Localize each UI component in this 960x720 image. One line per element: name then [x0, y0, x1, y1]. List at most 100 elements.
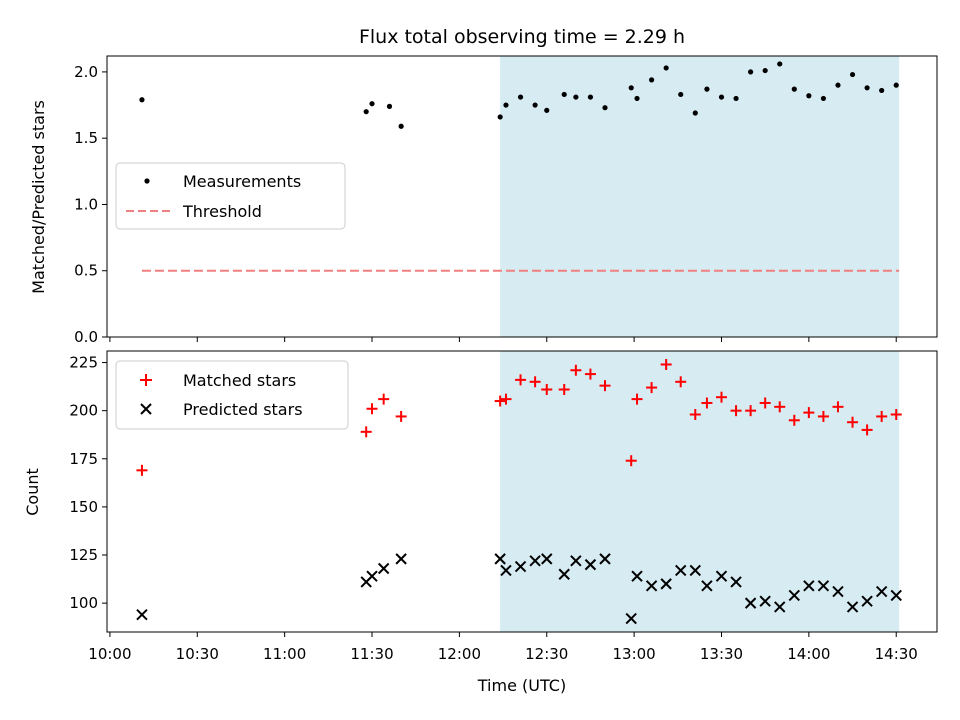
x-tick-label: 13:30	[700, 645, 743, 663]
matched-stars-point	[584, 368, 596, 380]
predicted-stars-point	[875, 585, 888, 598]
predicted-stars-point	[788, 589, 801, 602]
predicted-stars-point	[500, 564, 512, 577]
predicted-stars-point	[514, 560, 527, 573]
matched-stars-point	[803, 407, 815, 419]
matched-stars-point	[515, 374, 527, 386]
measurement-point	[363, 109, 369, 115]
bottom-shaded-interval	[500, 351, 900, 632]
x-tick-label: 12:00	[438, 645, 481, 663]
matched-stars-point	[599, 380, 611, 392]
x-tick-label: 10:00	[88, 645, 131, 663]
top-y-tick-label: 0.0	[74, 328, 98, 346]
top-legend: Measurements Threshold	[115, 162, 346, 230]
measurement-point	[718, 94, 725, 100]
matched-stars-point	[890, 409, 902, 421]
predicted-stars-point	[660, 578, 672, 590]
matched-stars-point	[529, 376, 541, 388]
predicted-stars-point	[846, 601, 859, 613]
measurement-point	[791, 86, 797, 92]
measurement-point	[517, 94, 524, 100]
measurement-point	[139, 97, 145, 103]
predicted-stars-point	[730, 576, 742, 588]
x-axis-label: Time (UTC)	[477, 676, 566, 695]
measurement-point	[386, 103, 393, 109]
bottom-legend-box	[115, 360, 349, 430]
measurement-point	[532, 102, 538, 108]
predicted-stars-point	[701, 580, 713, 592]
x-tick-label: 11:00	[263, 645, 306, 663]
top-panel-series	[139, 61, 900, 272]
predicted-stars-point	[774, 601, 786, 613]
x-tick-label: 13:00	[613, 645, 656, 663]
matched-stars-point	[646, 382, 658, 394]
bottom-y-tick-label: 200	[69, 402, 98, 420]
top-x-ticks	[109, 337, 897, 342]
measurement-point	[503, 102, 509, 108]
measurement-point	[628, 85, 634, 91]
measurement-point	[864, 85, 870, 91]
predicted-stars-point	[541, 553, 553, 565]
matched-stars-point	[500, 393, 512, 405]
measurement-point	[704, 86, 710, 92]
measurement-point	[835, 82, 841, 88]
predicted-stars-legend-label: Predicted stars	[183, 400, 303, 419]
x-tick-label: 12:30	[525, 645, 568, 663]
predicted-stars-point	[570, 555, 582, 567]
bottom-y-tick-label: 225	[69, 354, 98, 372]
matched-stars-point	[832, 401, 844, 413]
predicted-stars-point	[625, 612, 637, 625]
matched-stars-point	[817, 410, 829, 422]
bottom-y-axis: 100 125 150 175 200 225	[69, 354, 107, 612]
measurement-point	[573, 94, 579, 100]
predicted-stars-point	[675, 564, 687, 577]
predicted-stars-point	[744, 597, 757, 609]
top-y-tick-label: 1.0	[74, 195, 98, 213]
bottom-y-tick-label: 150	[69, 498, 98, 516]
measurements-legend-marker	[144, 178, 150, 184]
measurement-point	[678, 91, 684, 98]
predicted-stars-point	[631, 570, 643, 582]
top-panel: 0.00.51.01.52.0 Matched/Predicted stars …	[29, 55, 938, 346]
bottom-y-tick-label: 100	[69, 594, 98, 612]
measurement-point	[777, 61, 783, 67]
measurement-point	[849, 71, 856, 78]
predicted-stars-point	[377, 562, 390, 575]
matched-stars-point	[876, 410, 888, 422]
measurement-point	[762, 67, 768, 74]
measurement-point	[692, 110, 698, 116]
measurement-point	[497, 114, 503, 120]
measurement-point	[893, 82, 899, 88]
bottom-y-axis-label: Count	[23, 468, 42, 516]
top-shaded-interval	[500, 56, 900, 337]
top-y-tick-label: 0.5	[74, 262, 98, 280]
predicted-stars-legend-marker	[140, 403, 152, 415]
top-y-axis: 0.0 0.5 1.0 1.5 2.0	[74, 63, 107, 346]
bottom-panel-series	[136, 358, 902, 625]
measurement-point	[369, 101, 375, 107]
matched-stars-point	[558, 383, 570, 395]
matched-stars-point	[395, 410, 407, 422]
bottom-y-tick-label: 125	[69, 546, 98, 564]
predicted-stars-point	[890, 589, 902, 602]
predicted-stars-point	[529, 555, 541, 567]
measurement-point	[634, 95, 640, 102]
x-tick-label: 11:30	[350, 645, 393, 663]
matched-stars-legend-marker	[140, 374, 152, 386]
matched-stars-point	[570, 364, 582, 376]
matched-stars-point	[675, 376, 687, 388]
top-y-axis-label: Matched/Predicted stars	[29, 100, 48, 294]
predicted-stars-point	[817, 580, 830, 592]
predicted-stars-point	[759, 595, 771, 607]
measurement-point	[748, 69, 754, 75]
matched-stars-point	[847, 416, 859, 428]
measurement-point	[663, 65, 669, 71]
predicted-stars-point	[645, 580, 658, 592]
matched-stars-point	[759, 397, 771, 409]
measurements-legend-label: Measurements	[183, 172, 301, 191]
matched-stars-point	[136, 464, 148, 476]
predicted-stars-point	[599, 553, 611, 565]
predicted-stars-point	[494, 553, 506, 565]
bottom-plot-frame	[106, 350, 938, 633]
